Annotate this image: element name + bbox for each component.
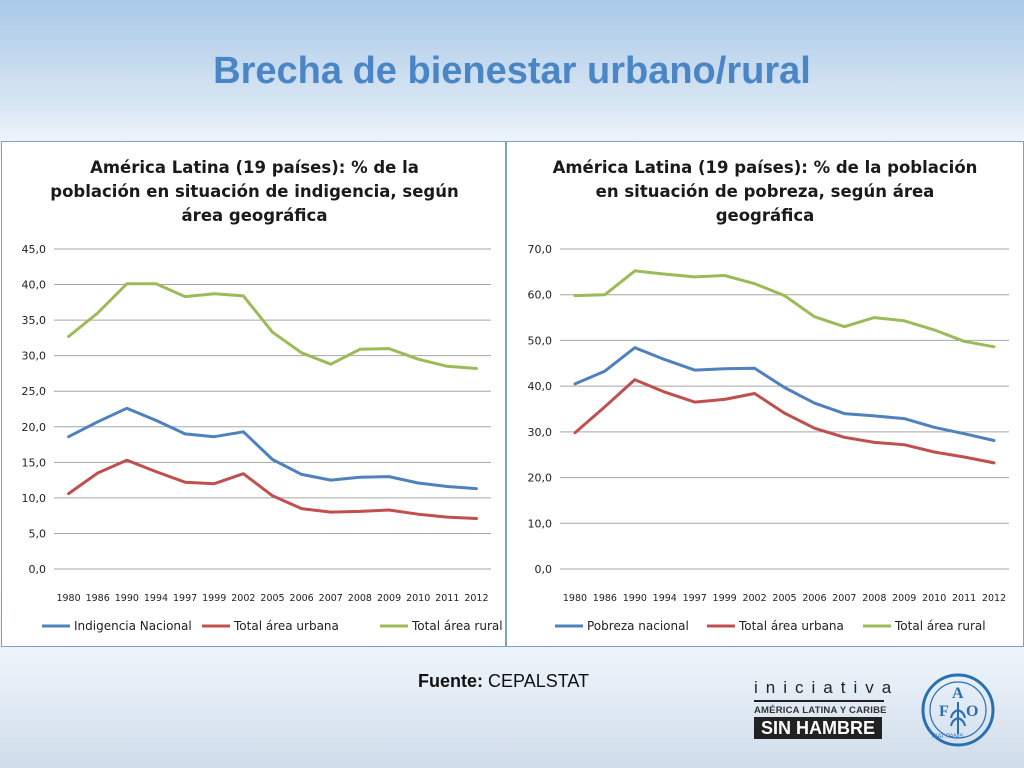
x-tick-label: 2012 — [464, 593, 488, 604]
x-tick-label: 2002 — [231, 593, 255, 604]
x-tick-label: 2008 — [348, 593, 372, 604]
legend-label: Total área rural — [411, 619, 503, 633]
x-tick-label: 1980 — [563, 593, 587, 604]
fao-letter-o: O — [966, 703, 978, 720]
x-tick-label: 2012 — [982, 593, 1006, 604]
x-tick-label: 1999 — [202, 593, 226, 604]
x-tick-label: 1994 — [144, 593, 168, 604]
fao-motto: FIAT PANIS — [932, 734, 964, 740]
poverty-chart-panel: América Latina (19 países): % de la pobl… — [506, 141, 1024, 647]
y-tick-label: 0,0 — [535, 563, 553, 576]
x-tick-label: 2005 — [260, 593, 284, 604]
chart-title-line: geográfica — [715, 206, 815, 225]
y-tick-label: 60,0 — [528, 289, 553, 302]
x-tick-label: 1986 — [86, 593, 110, 604]
x-tick-label: 2006 — [290, 593, 314, 604]
y-tick-label: 5,0 — [29, 527, 47, 540]
x-tick-label: 2011 — [952, 593, 976, 604]
x-tick-label: 1980 — [56, 593, 80, 604]
x-tick-label: 1994 — [653, 593, 677, 604]
iniciativa-word: iniciativa — [754, 678, 900, 697]
legend-label: Indigencia Nacional — [74, 619, 192, 633]
chart-title: América Latina (19 países): % de la pobl… — [22, 156, 487, 228]
chart-title-line: en situación de pobreza, según área — [595, 182, 935, 201]
y-tick-label: 40,0 — [528, 380, 553, 393]
x-tick-label: 1986 — [593, 593, 617, 604]
x-tick-label: 1990 — [115, 593, 139, 604]
legend-label: Total área urbana — [233, 619, 339, 633]
source-note: Fuente: CEPALSTAT — [418, 671, 589, 692]
x-tick-label: 2010 — [406, 593, 430, 604]
x-tick-label: 1997 — [173, 593, 197, 604]
fao-logo: F A O FIAT PANIS — [921, 673, 995, 747]
iniciativa-region: AMÉRICA LATINA Y CARIBE — [754, 705, 887, 716]
y-tick-label: 15,0 — [22, 456, 47, 469]
x-tick-label: 2005 — [772, 593, 796, 604]
chart-title: América Latina (19 países): % de la pobl… — [527, 156, 1003, 228]
fao-inner-ring — [929, 681, 987, 739]
fao-letter-a: A — [952, 685, 964, 702]
y-tick-label: 10,0 — [528, 517, 553, 530]
series-line-1 — [67, 406, 478, 491]
iniciativa-divider — [754, 700, 884, 702]
chart-title-line: América Latina (19 países): % de la — [90, 158, 419, 177]
chart-title-line: área geográfica — [181, 206, 328, 225]
poverty-chart: 0,0 10,0 20,0 30,0 40,0 50,0 60,0 70,0 1980 1986 1… — [528, 243, 1009, 633]
y-tick-label: 25,0 — [22, 385, 47, 398]
x-tick-label: 2009 — [892, 593, 916, 604]
slide-title: Brecha de bienestar urbano/rural — [213, 50, 811, 92]
x-tick-label: 2007 — [319, 593, 343, 604]
series-line-1 — [573, 346, 996, 442]
wheat-icon — [950, 702, 966, 734]
source-label: Fuente: — [418, 671, 483, 691]
x-tick-label: 2010 — [922, 593, 946, 604]
source-value: CEPALSTAT — [488, 671, 590, 691]
y-tick-label: 50,0 — [528, 334, 553, 347]
x-tick-label: 1999 — [713, 593, 737, 604]
x-tick-label: 2006 — [802, 593, 826, 604]
legend-label: Total área urbana — [738, 619, 844, 633]
y-tick-label: 10,0 — [22, 492, 47, 505]
y-tick-label: 45,0 — [22, 243, 47, 256]
y-tick-label: 20,0 — [22, 421, 47, 434]
indigence-chart: 0,0 5,0 10,0 15,0 20,0 25,0 30,0 35,0 40,0 45,0 19… — [22, 243, 503, 633]
x-tick-label: 1997 — [683, 593, 707, 604]
y-tick-label: 30,0 — [22, 350, 47, 363]
y-tick-label: 30,0 — [528, 426, 553, 439]
iniciativa-logo: iniciativa AMÉRICA LATINA Y CARIBE SIN H… — [750, 678, 891, 742]
x-tick-label: 1990 — [623, 593, 647, 604]
y-tick-label: 20,0 — [528, 472, 553, 485]
y-tick-label: 70,0 — [528, 243, 553, 256]
series-line-2 — [573, 378, 996, 465]
y-tick-label: 0,0 — [29, 563, 47, 576]
indigence-chart-panel: América Latina (19 países): % de la pobl… — [1, 141, 506, 647]
legend-label: Total área rural — [894, 619, 986, 633]
x-tick-label: 2007 — [832, 593, 856, 604]
x-tick-label: 2008 — [862, 593, 886, 604]
x-tick-label: 2009 — [377, 593, 401, 604]
chart-title-line: América Latina (19 países): % de la pobl… — [552, 158, 978, 177]
y-tick-label: 35,0 — [22, 314, 47, 327]
x-tick-label: 2011 — [435, 593, 459, 604]
series-line-3 — [573, 269, 996, 349]
legend-label: Pobreza nacional — [587, 619, 689, 633]
y-tick-label: 40,0 — [22, 279, 47, 292]
series-line-2 — [67, 458, 478, 520]
iniciativa-tagline: SIN HAMBRE — [754, 717, 882, 739]
chart-title-line: población en situación de indigencia, se… — [50, 182, 459, 201]
fao-letter-f: F — [939, 703, 949, 720]
fao-ring — [921, 673, 995, 747]
x-tick-label: 2002 — [742, 593, 766, 604]
